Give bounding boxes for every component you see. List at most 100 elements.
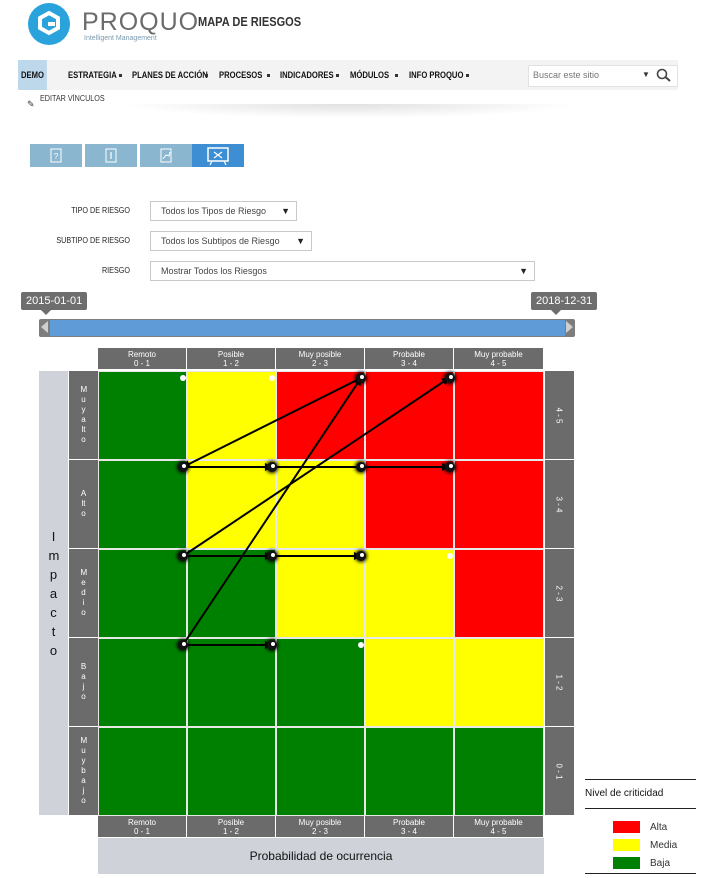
legend-swatch-media — [613, 839, 640, 851]
bottom-column-header: Posible 1 - 2 — [187, 816, 275, 837]
risk-cell[interactable] — [98, 638, 187, 727]
nav-separator — [267, 74, 270, 77]
column-name: Remoto — [127, 818, 156, 827]
edit-links-label[interactable]: EDITAR VÍNCULOS — [40, 94, 105, 103]
row-name: Muy bajo — [80, 736, 88, 805]
nav-item-procesos[interactable]: PROCESOS — [219, 70, 263, 80]
impact-row-label: Muy alto — [69, 371, 98, 459]
impact-row-range: 2 - 3 — [545, 549, 574, 637]
view-tab-chart[interactable] — [140, 144, 192, 167]
nav-item-indicadores[interactable]: INDICADORES — [280, 70, 334, 80]
bottom-column-header: Muy probable 4 - 5 — [454, 816, 543, 837]
column-range: 3 - 4 — [400, 359, 417, 368]
scope-dropdown-caret-icon[interactable]: ▼ — [642, 70, 650, 79]
impact-row-label: Bajo — [69, 638, 98, 726]
risk-cell[interactable] — [187, 371, 276, 460]
slider-left-handle[interactable] — [41, 321, 48, 333]
search-icon[interactable] — [655, 68, 673, 83]
impact-axis-label: Impacto — [39, 371, 68, 815]
legend-label-media: Media — [650, 840, 678, 851]
risk-marker-dot[interactable] — [180, 375, 186, 381]
risk-cell[interactable] — [365, 460, 454, 549]
bottom-column-header: Remoto 0 - 1 — [98, 816, 186, 837]
legend-swatch-baja — [613, 857, 640, 869]
risk-marker-dot[interactable] — [360, 464, 364, 468]
view-tab-risk-map[interactable] — [192, 144, 244, 167]
nav-item-modulos[interactable]: MÓDULOS — [350, 70, 390, 80]
chevron-down-icon: ▼ — [296, 236, 305, 246]
bottom-column-header: Muy posible 2 - 3 — [276, 816, 364, 837]
risk-marker-dot[interactable] — [449, 464, 453, 468]
header-shadow — [120, 104, 580, 118]
risk-marker-dot[interactable] — [269, 375, 275, 381]
risk-cell[interactable] — [276, 727, 365, 816]
risk-marker-dot[interactable] — [447, 553, 453, 559]
date-range-fill[interactable] — [50, 320, 565, 336]
column-range: 0 - 1 — [133, 359, 150, 368]
risk-subtype-select[interactable]: Todos los Subtipos de Riesgo ▼ — [150, 231, 312, 251]
view-tab-help[interactable]: ? — [30, 144, 82, 167]
risk-cell[interactable] — [454, 371, 544, 460]
nav-item-estrategia[interactable]: ESTRATEGIA — [68, 70, 117, 80]
brand-name: PROQUO — [82, 8, 200, 36]
risk-marker-dot[interactable] — [271, 642, 275, 646]
risk-cell[interactable] — [98, 549, 187, 638]
nav-item-info-proquo[interactable]: INFO PROQUO — [409, 70, 464, 80]
risk-type-select[interactable]: Todos los Tipos de Riesgo ▼ — [150, 201, 297, 221]
risk-marker-dot[interactable] — [182, 553, 186, 557]
risk-cell[interactable] — [365, 638, 454, 727]
risk-cell[interactable] — [187, 727, 276, 816]
date-start-tooltip: 2015-01-01 — [21, 292, 88, 315]
risk-cell[interactable] — [365, 549, 454, 638]
risk-cell[interactable] — [454, 638, 544, 727]
impact-row-range: 1 - 2 — [545, 638, 574, 726]
legend-label-alta: Alta — [650, 822, 668, 833]
row-name: Muy alto — [80, 385, 88, 444]
risk-cell[interactable] — [454, 460, 544, 549]
risk-marker-dot[interactable] — [360, 553, 364, 557]
risk-cell[interactable] — [187, 638, 276, 727]
risk-cell[interactable] — [98, 371, 187, 460]
proquo-logo[interactable] — [28, 3, 70, 45]
nav-item-demo[interactable]: DEMO — [18, 60, 47, 90]
risk-label: RIESGO — [101, 266, 130, 275]
row-name: Medio — [80, 568, 88, 617]
chart-icon — [160, 148, 172, 163]
nav-separator — [466, 74, 469, 77]
nav-item-planes-de-accion[interactable]: PLANES DE ACCIÓN — [132, 70, 208, 80]
risk-marker-dot[interactable] — [271, 464, 275, 468]
risk-marker-dot[interactable] — [358, 642, 364, 648]
column-range: 2 - 3 — [311, 827, 328, 836]
presentation-board-icon — [207, 147, 229, 166]
edit-links-link[interactable]: ✎ — [27, 94, 35, 112]
risk-marker-dot[interactable] — [182, 464, 186, 468]
risk-cell[interactable] — [454, 727, 544, 816]
legend-bottom-rule — [585, 873, 696, 874]
column-name: Remoto — [127, 350, 156, 359]
top-column-header: Muy posible 2 - 3 — [276, 348, 364, 369]
risk-marker-dot[interactable] — [360, 375, 364, 379]
column-name: Muy probable — [474, 350, 523, 359]
risk-cell[interactable] — [98, 727, 187, 816]
risk-marker-dot[interactable] — [271, 553, 275, 557]
legend-rule — [585, 808, 696, 809]
risk-select[interactable]: Mostrar Todos los Riesgos ▼ — [150, 261, 535, 281]
nav-separator — [119, 74, 122, 77]
column-range: 1 - 2 — [222, 359, 239, 368]
risk-cell[interactable] — [276, 638, 365, 727]
chevron-down-icon: ▼ — [281, 206, 290, 216]
risk-cell[interactable] — [276, 460, 365, 549]
risk-cell[interactable] — [98, 460, 187, 549]
slider-right-handle[interactable] — [566, 321, 573, 333]
risk-marker-dot[interactable] — [449, 375, 453, 379]
risk-marker-dot[interactable] — [182, 642, 186, 646]
risk-cell[interactable] — [276, 549, 365, 638]
risk-cell[interactable] — [365, 371, 454, 460]
risk-cell[interactable] — [187, 549, 276, 638]
legend-label-baja: Baja — [650, 858, 671, 869]
risk-cell[interactable] — [454, 549, 544, 638]
risk-cell[interactable] — [365, 727, 454, 816]
view-tab-info[interactable] — [85, 144, 137, 167]
column-range: 2 - 3 — [311, 359, 328, 368]
search-input[interactable] — [529, 66, 641, 84]
